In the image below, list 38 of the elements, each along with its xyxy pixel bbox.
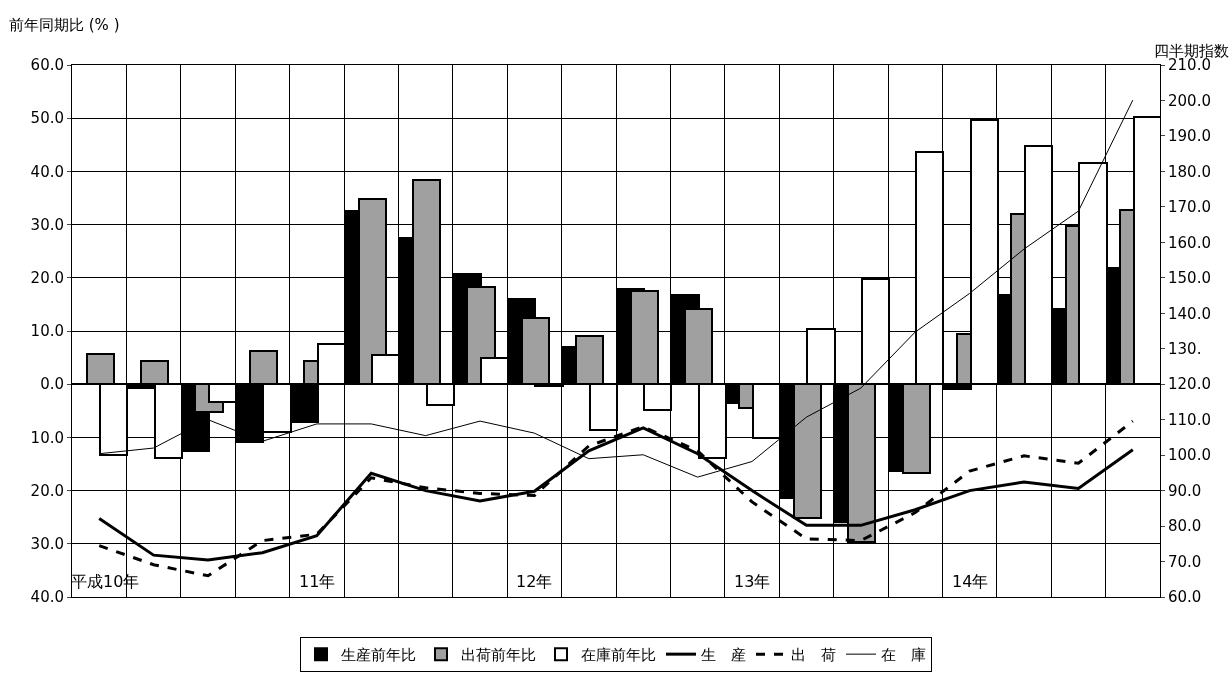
y2-tick-label: 130.	[1168, 339, 1202, 358]
y2-axis-title: 四半期指数	[1154, 42, 1229, 60]
y2-tick-label: 190.0	[1168, 127, 1211, 146]
y-tick-label: 30.0	[30, 535, 64, 554]
y2-tick-label: 200.0	[1168, 91, 1211, 110]
y2-tick-label: 70.0	[1168, 552, 1202, 571]
y-tick-label: 50.0	[30, 109, 64, 128]
y-tick-label: 10.0	[30, 322, 64, 341]
y-tick-label: 60.0	[30, 56, 64, 75]
y2-tick-label: 160.0	[1168, 233, 1211, 252]
x-tick-label: 11年	[299, 572, 336, 591]
legend-label: 在 庫	[881, 646, 926, 664]
y2-tick-label: 60.0	[1168, 588, 1202, 607]
y-tick-label: 20.0	[30, 269, 64, 288]
legend-label: 出 荷	[791, 646, 836, 664]
x-tick-label: 12年	[516, 572, 553, 591]
y-tick-label: 20.0	[30, 481, 64, 500]
y-tick-label: 40.0	[30, 162, 64, 181]
y2-tick-label: 90.0	[1168, 481, 1202, 500]
legend-label: 生 産	[701, 646, 746, 664]
legend-label: 在庫前年比	[581, 646, 656, 664]
y2-tick-label: 150.0	[1168, 269, 1211, 288]
y2-tick-label: 80.0	[1168, 517, 1202, 536]
y-tick-label: 40.0	[30, 588, 64, 607]
y-tick-label: 10.0	[30, 428, 64, 447]
y2-tick-label: 110.0	[1168, 410, 1211, 429]
x-tick-label: 14年	[952, 572, 989, 591]
y2-tick-label: 140.0	[1168, 304, 1211, 323]
legend-label: 生産前年比	[341, 646, 416, 664]
y-axis-title: 前年同期比 (% )	[9, 16, 120, 34]
y-tick-label: 30.0	[30, 215, 64, 234]
y2-tick-label: 170.0	[1168, 198, 1211, 217]
y2-tick-label: 120.0	[1168, 375, 1211, 394]
x-tick-label: 13年	[734, 572, 771, 591]
y2-tick-label: 100.0	[1168, 446, 1211, 465]
y-tick-label: 0.0	[40, 375, 64, 394]
y2-tick-label: 180.0	[1168, 162, 1211, 181]
legend-label: 出荷前年比	[461, 646, 536, 664]
